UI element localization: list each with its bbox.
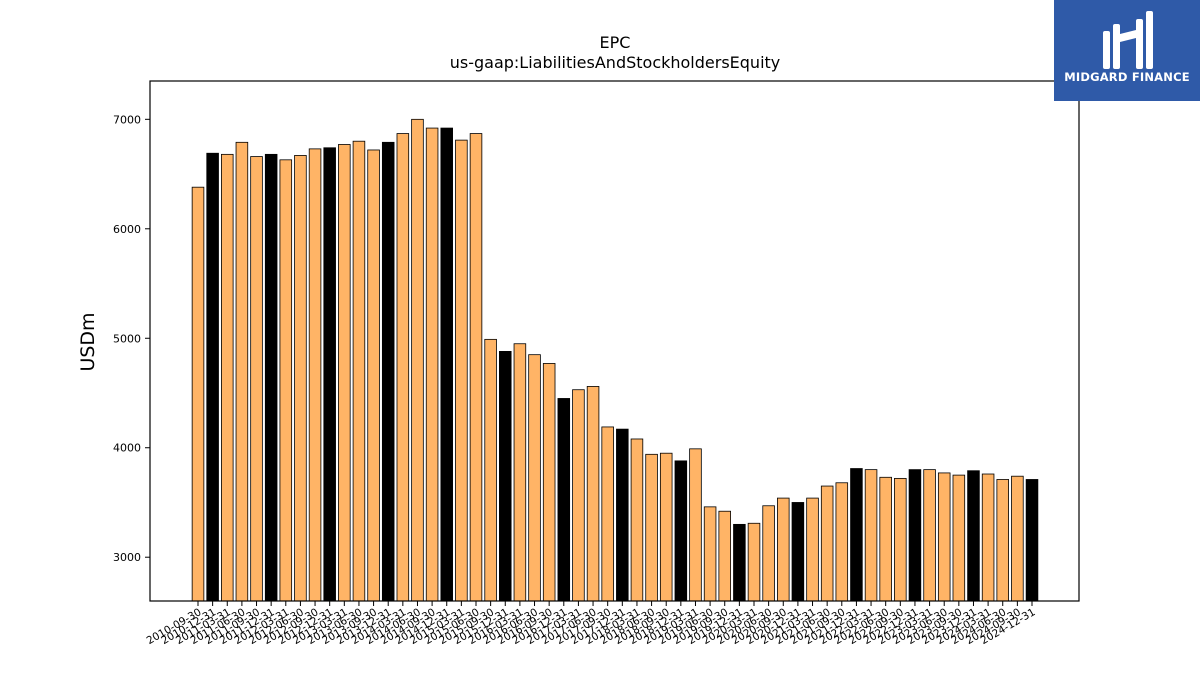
bar-2015-09-30: [484, 338, 497, 602]
bar-2018-12-31: [674, 460, 688, 602]
bar-2013-09-30: [367, 149, 380, 602]
bar-2011-09-30: [250, 156, 263, 602]
bars-group: [191, 118, 1039, 602]
bar-2023-06-30: [937, 472, 951, 602]
y-tick-label: 7000: [113, 113, 141, 126]
bar-2013-03-31: [338, 144, 351, 602]
x-axis: 2010-09-302010-12-312011-03-312011-06-30…: [145, 601, 1038, 647]
midgard-finance-logo: MIDGARD FINANCE: [1054, 0, 1200, 101]
bar-2022-12-31: [908, 469, 922, 602]
bar-2012-09-30: [308, 148, 322, 602]
y-axis: 3000 4000 5000 6000 7000: [113, 113, 150, 564]
bar-2021-12-31: [850, 468, 863, 602]
bar-2013-12-31: [381, 141, 395, 602]
bar-2020-12-31: [791, 502, 805, 602]
bar-2018-03-31: [630, 438, 644, 602]
chart-subtitle: us-gaap:LiabilitiesAndStockholdersEquity: [450, 53, 781, 72]
logo-wordmark: MIDGARD FINANCE: [1064, 70, 1190, 84]
bar-2019-06-30: [703, 506, 717, 602]
bar-2015-06-30: [469, 133, 483, 602]
bar-2017-06-30: [586, 386, 600, 602]
y-tick-label: 4000: [113, 442, 141, 455]
bar-2023-12-31: [967, 470, 980, 602]
bar-2014-06-30: [411, 118, 424, 602]
chart-title: EPC: [600, 33, 631, 52]
bar-2019-12-31: [733, 523, 746, 602]
plot-frame: [149, 80, 1080, 602]
bar-2015-03-31: [455, 139, 468, 602]
bar-2018-09-30: [659, 452, 673, 602]
bar-2017-09-30: [601, 426, 614, 602]
bar-2011-03-31: [221, 153, 234, 602]
bar-2015-12-31: [499, 350, 512, 602]
bar-2022-09-30: [894, 477, 907, 602]
bar-2016-12-31: [557, 398, 571, 602]
logo-mark-icon: [1103, 11, 1153, 69]
bar-2010-12-31: [206, 152, 219, 602]
bar-2016-09-30: [542, 363, 556, 602]
bar-2024-09-30: [1011, 475, 1024, 602]
bar-2022-06-30: [879, 476, 892, 602]
bar-2023-09-30: [952, 474, 966, 602]
y-tick-label: 3000: [113, 551, 141, 564]
y-axis-label: USDm: [77, 312, 99, 371]
bar-2019-03-31: [689, 448, 702, 602]
bar-2017-12-31: [616, 428, 629, 602]
bar-2021-06-30: [820, 485, 834, 602]
bar-2019-09-30: [718, 510, 731, 602]
bar-2022-03-31: [864, 469, 878, 602]
bar-2024-12-31: [1025, 479, 1039, 602]
bar-2016-03-31: [513, 343, 527, 602]
bar-2021-03-31: [806, 497, 819, 602]
bar-2020-06-30: [762, 505, 775, 602]
bar-2021-09-30: [835, 482, 849, 602]
bar-2012-06-30: [294, 155, 307, 602]
bar-2014-03-31: [396, 133, 410, 602]
bar-2016-06-30: [528, 354, 541, 602]
bar-2014-12-31: [440, 127, 453, 602]
bar-2017-03-31: [572, 389, 585, 602]
bar-2024-06-30: [996, 479, 1009, 602]
bar-2024-03-31: [981, 473, 995, 602]
bar-2010-09-30: [191, 186, 205, 602]
bar-2023-03-31: [923, 469, 936, 602]
bar-2012-12-31: [323, 147, 336, 602]
y-tick-label: 6000: [113, 223, 141, 236]
bar-2014-09-30: [425, 127, 439, 602]
bar-2020-09-30: [777, 497, 790, 602]
bar-2011-06-30: [235, 141, 249, 602]
y-tick-label: 5000: [113, 332, 141, 345]
bar-2012-03-31: [279, 159, 293, 602]
bar-2011-12-31: [264, 153, 278, 602]
bar-2020-03-31: [747, 522, 761, 602]
bar-2013-06-30: [352, 140, 366, 602]
bar-2018-06-30: [645, 453, 658, 602]
